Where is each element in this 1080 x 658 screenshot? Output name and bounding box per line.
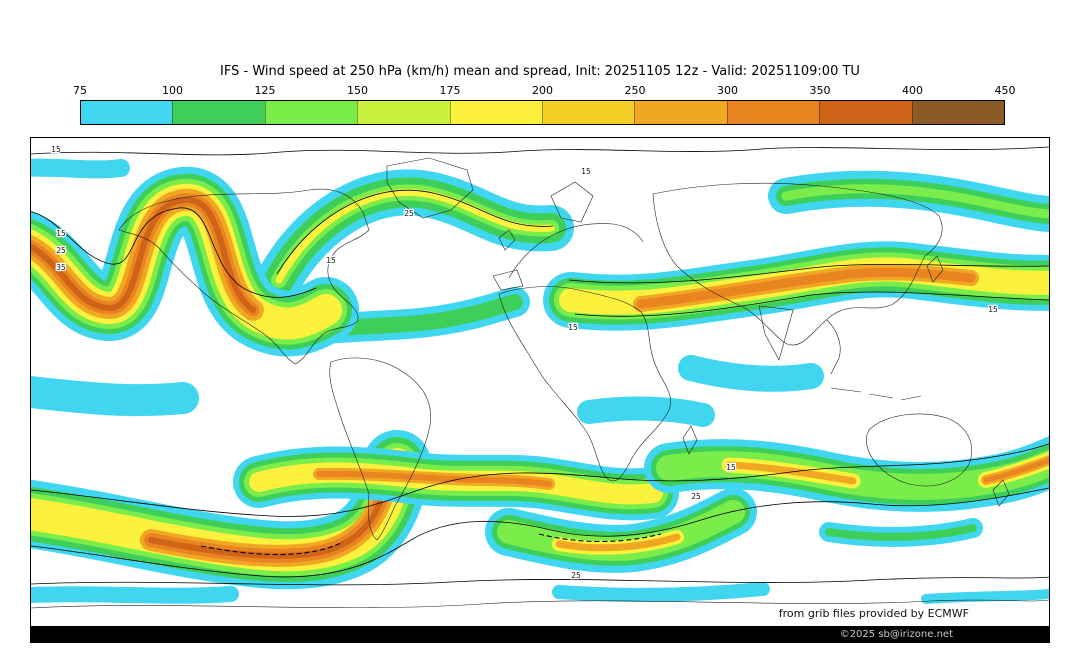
copyright-bar: ©2025 sb@irizone.net (31, 626, 1049, 642)
colorbar-tick: 100 (162, 84, 183, 97)
colorbar-tick: 150 (347, 84, 368, 97)
colorbar-tick: 450 (994, 84, 1016, 97)
colorbar-tick-labels: 75 100 125 150 175 200 250 300 350 400 450 (73, 84, 1016, 97)
colorbar-segment (634, 101, 727, 124)
spread-contours (31, 146, 1049, 586)
colorbar-segment (264, 101, 358, 124)
contour-label: 15 (988, 305, 998, 314)
contour-label: 35 (56, 263, 66, 272)
colorbar-segment (449, 101, 543, 124)
colorbar-segment (542, 101, 635, 124)
source-credit: from grib files provided by ECMWF (778, 607, 969, 620)
colorbar-tick: 300 (717, 84, 738, 97)
contour-labels: 15 15 15 25 35 15 25 15 15 15 25 25 (50, 144, 999, 582)
colorbar-tick: 200 (532, 84, 553, 97)
colorbar-scale (80, 100, 1005, 125)
colorbar-segment (357, 101, 450, 124)
contour-label: 15 (56, 229, 66, 238)
contour-label: 15 (726, 463, 736, 472)
contour-label: 25 (691, 492, 701, 501)
colorbar-tick: 400 (902, 84, 923, 97)
colorbar-tick: 175 (439, 84, 461, 97)
colorbar-tick: 350 (809, 84, 831, 97)
contour-label: 15 (568, 323, 578, 332)
colorbar-segment (911, 101, 1005, 124)
contour-label: 25 (404, 209, 414, 218)
colorbar-tick: 250 (624, 84, 646, 97)
colorbar: 75 100 125 150 175 200 250 300 350 400 450 (73, 84, 1016, 125)
contour-label: 25 (56, 246, 66, 255)
colorbar-segment (172, 101, 265, 124)
colorbar-tick: 75 (73, 84, 87, 97)
colorbar-segment (819, 101, 912, 124)
colorbar-segment (726, 101, 820, 124)
chart-title: IFS - Wind speed at 250 hPa (km/h) mean … (220, 64, 860, 79)
contour-label: 25 (571, 571, 581, 580)
coastlines (31, 157, 1049, 609)
map-area: 15 15 15 25 35 15 25 15 15 15 25 25 from… (30, 137, 1050, 643)
copyright-text: ©2025 sb@irizone.net (839, 628, 953, 640)
map-svg: 15 15 15 25 35 15 25 15 15 15 25 25 (31, 144, 1049, 609)
contour-label: 15 (581, 167, 591, 176)
colorbar-tick: 125 (254, 84, 276, 97)
colorbar-segment (81, 101, 173, 124)
contour-label: 15 (51, 145, 61, 154)
contour-label: 15 (326, 256, 336, 265)
